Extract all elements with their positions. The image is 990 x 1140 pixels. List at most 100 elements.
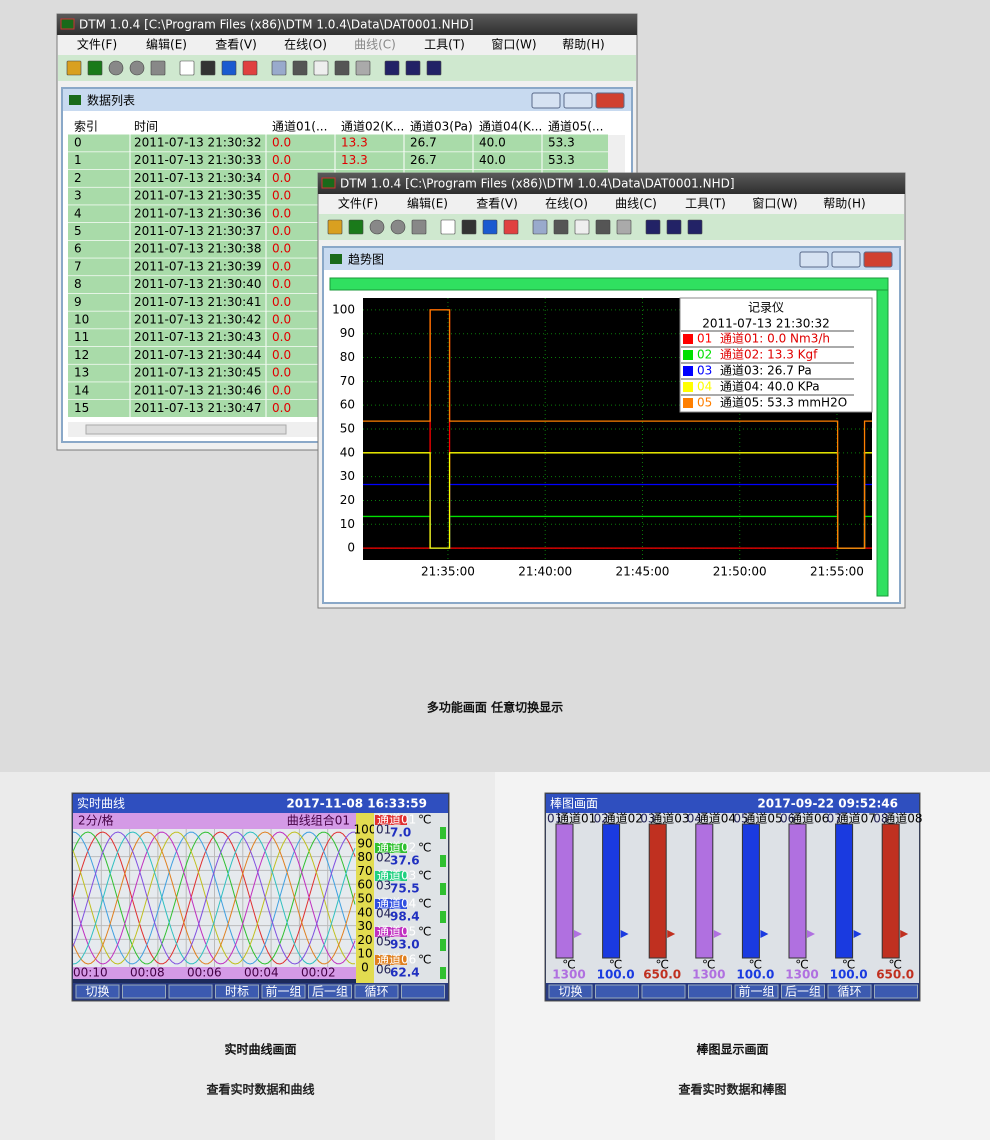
device-button[interactable] — [75, 984, 120, 999]
device-button[interactable] — [122, 984, 166, 999]
device-title-bar — [546, 794, 919, 813]
device-time-label: 00:04 — [244, 966, 279, 980]
table-cell: 11 — [74, 330, 89, 344]
device-button[interactable] — [215, 984, 259, 999]
window-button[interactable] — [863, 251, 893, 268]
channel-code: 05 — [376, 935, 391, 949]
channel-unit: ℃ — [888, 958, 901, 972]
channel-level — [440, 939, 446, 951]
device-button[interactable] — [261, 984, 306, 999]
device-button[interactable] — [688, 984, 732, 999]
table-cell: 13 — [74, 366, 89, 380]
toolbar-icon — [313, 60, 329, 76]
table-cell: 2011-07-13 21:30:42 — [134, 313, 261, 327]
channel-name: 通道08 — [883, 812, 922, 826]
app-icon — [60, 18, 75, 30]
channel-unit: ℃ — [655, 958, 668, 972]
table-cell: 0.0 — [272, 136, 291, 150]
toolbar-icon — [405, 60, 421, 76]
channel-unit: ℃ — [418, 869, 431, 883]
child-icon — [330, 254, 342, 264]
menu-item: 编辑(E) — [146, 37, 187, 52]
device-button[interactable] — [401, 984, 445, 999]
channel-unit: ℃ — [418, 925, 431, 939]
trend-top-bar — [329, 277, 889, 291]
x-tick-label: 21:40:00 — [518, 565, 572, 579]
menu-bar — [319, 194, 904, 214]
channel-code: 02 — [376, 851, 391, 865]
device-curve — [72, 831, 356, 965]
legend-entry: 通道02: 13.3 Kgf — [720, 348, 818, 362]
toolbar-icon — [179, 60, 195, 76]
y-tick-label: 60 — [340, 398, 355, 412]
channel-name-box — [375, 843, 407, 853]
device-button[interactable] — [168, 984, 213, 999]
device-axis-label: 50 — [357, 892, 372, 906]
window-button[interactable] — [531, 92, 561, 109]
toolbar-icon — [327, 219, 343, 235]
channel-unit: ℃ — [418, 841, 431, 855]
device-time-bar — [73, 967, 356, 979]
window-button[interactable] — [563, 92, 593, 109]
device-button[interactable] — [827, 984, 872, 999]
channel-value: 93.0 — [390, 938, 420, 952]
device-button[interactable] — [595, 984, 639, 999]
device-axis-label: 20 — [357, 933, 372, 947]
channel-value: 1300 — [785, 968, 818, 982]
toolbar-icon — [645, 219, 661, 235]
x-tick-label: 21:45:00 — [616, 565, 670, 579]
channel-code: 05 — [733, 812, 748, 826]
table-cell: 3 — [74, 189, 82, 203]
legend-swatch — [683, 382, 693, 392]
legend-swatch — [683, 398, 693, 408]
channel-unit: ℃ — [562, 958, 575, 972]
table-cell: 0.0 — [272, 330, 291, 344]
toolbar-icon — [426, 60, 442, 76]
table-cell: 1 — [74, 153, 82, 167]
toolbar-icon — [108, 60, 124, 76]
table-cell: 2011-07-13 21:30:45 — [134, 366, 261, 380]
child-title-bar — [63, 89, 631, 111]
menu-item: 编辑(E) — [407, 196, 448, 211]
channel-value: 62.4 — [390, 966, 420, 980]
alarm-marker — [853, 930, 862, 938]
device-button-label: 循环 — [364, 985, 388, 999]
device-button[interactable] — [781, 984, 825, 999]
window-button[interactable] — [799, 251, 829, 268]
level-bar — [555, 823, 574, 959]
toolbar-icon — [129, 60, 145, 76]
level-bar — [695, 823, 714, 959]
toolbar-icon — [384, 60, 400, 76]
device-button[interactable] — [641, 984, 686, 999]
device-subbar — [73, 813, 356, 829]
y-tick-label: 50 — [340, 422, 355, 436]
device-button[interactable] — [734, 984, 779, 999]
device-button[interactable] — [354, 984, 399, 999]
channel-code: 06 — [780, 812, 795, 826]
channel-value: 37.6 — [390, 854, 420, 868]
menu-item: 窗口(W) — [491, 38, 536, 52]
table-cell: 0.0 — [272, 348, 291, 362]
device-datetime: 2017-09-22 09:52:46 — [757, 797, 898, 811]
channel-value: 1300 — [552, 968, 585, 982]
channel-name: 通道01 — [377, 813, 416, 827]
panel-subcaption: 查看实时数据和棒图 — [677, 1082, 786, 1097]
device-button[interactable] — [874, 984, 918, 999]
alarm-marker — [574, 930, 582, 938]
window-button[interactable] — [595, 92, 625, 109]
level-bar — [648, 823, 667, 959]
child-title: 趋势图 — [348, 253, 384, 267]
window-button[interactable] — [831, 251, 861, 268]
toolbar-icon — [200, 60, 216, 76]
panel-caption: 实时曲线画面 — [224, 1042, 296, 1057]
toolbar-icon — [666, 219, 682, 235]
toolbar-icon — [616, 219, 632, 235]
menu-item: 查看(V) — [215, 38, 257, 52]
device-button[interactable] — [308, 984, 352, 999]
legend-box — [679, 297, 873, 413]
table-cell: 13.3 — [341, 136, 368, 150]
legend-code: 05 — [697, 396, 712, 410]
alarm-marker — [900, 930, 909, 938]
device-button[interactable] — [548, 984, 593, 999]
